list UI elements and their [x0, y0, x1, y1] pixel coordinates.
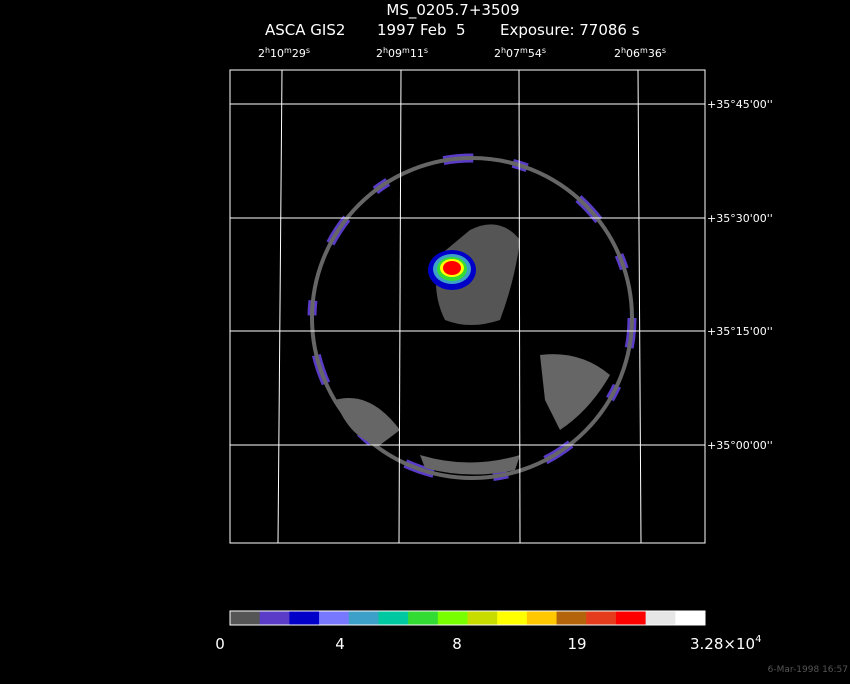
dec-label: +35°45'00'' — [707, 98, 773, 111]
unit: h — [501, 46, 506, 55]
colorbar-label: 8 — [452, 635, 462, 653]
unit: m — [402, 46, 410, 55]
exposure: Exposure: 77086 s — [500, 21, 640, 39]
grid-line — [637, 69, 642, 544]
date: 1997 Feb 5 — [377, 21, 466, 39]
unit: s — [542, 46, 546, 55]
exponent: 4 — [755, 634, 761, 645]
number: 07 — [506, 47, 520, 60]
image — [307, 153, 637, 483]
colorbar-swatch — [556, 611, 587, 625]
colorbar-swatch — [378, 611, 409, 625]
unit: h — [265, 46, 270, 55]
number: 29 — [292, 47, 306, 60]
colorbar-swatch — [586, 611, 617, 625]
colorbar-swatch — [675, 611, 706, 625]
unit: m — [640, 46, 648, 55]
number: 54 — [528, 47, 542, 60]
number: 2 — [494, 47, 501, 60]
number: 2 — [376, 47, 383, 60]
number: 10 — [270, 47, 284, 60]
grid-line — [277, 69, 283, 544]
colorbar-swatch — [497, 611, 528, 625]
grid — [229, 69, 706, 544]
unit: s — [662, 46, 666, 55]
number: 2 — [614, 47, 621, 60]
colorbar-label: 4 — [335, 635, 345, 653]
ra-label: 2h06m36s — [614, 46, 666, 60]
number: 06 — [626, 47, 640, 60]
frame — [229, 69, 706, 544]
colorbar-swatch — [230, 611, 261, 625]
patch — [335, 398, 400, 445]
patch — [540, 354, 610, 430]
footer: 6-Mar-1998 16:57 — [768, 665, 848, 675]
colorbar-swatch — [467, 611, 498, 625]
dec-label: +35°00'00'' — [707, 439, 773, 452]
unit: m — [520, 46, 528, 55]
instrument: ASCA GIS2 — [265, 21, 345, 39]
colorbar-swatch — [259, 611, 290, 625]
ra-label: 2h07m54s — [494, 46, 546, 60]
colorbar-swatch — [408, 611, 439, 625]
number: 36 — [648, 47, 662, 60]
colorbar-frame — [229, 610, 706, 626]
colorbar-swatch — [289, 611, 320, 625]
colorbar-label: 19 — [567, 635, 586, 653]
patch — [436, 224, 520, 325]
colorbar-swatch — [437, 611, 468, 625]
colorbar-swatch — [319, 611, 350, 625]
unit: m — [284, 46, 292, 55]
source — [443, 261, 461, 275]
unit: h — [621, 46, 626, 55]
grid-line — [518, 69, 521, 544]
colorbar-max-label: 3.28×104 — [690, 634, 761, 653]
colorbar-swatch — [615, 611, 647, 625]
dec-label: +35°15'00'' — [707, 325, 773, 338]
unit: s — [306, 46, 310, 55]
number: 2 — [258, 47, 265, 60]
colorbar-swatch — [526, 611, 558, 625]
unit: h — [383, 46, 388, 55]
mantissa: 3.28×10 — [690, 635, 755, 653]
ra-label: 2h09m11s — [376, 46, 428, 60]
grid-line — [398, 69, 402, 544]
colorbar-swatch — [645, 611, 676, 625]
number: 11 — [410, 47, 424, 60]
dec-label: +35°30'00'' — [707, 212, 773, 225]
number: 09 — [388, 47, 402, 60]
unit: s — [424, 46, 428, 55]
ra-label: 2h10m29s — [258, 46, 310, 60]
colorbar-label: 0 — [215, 635, 225, 653]
colorbar-swatch — [348, 611, 379, 625]
title: MS_0205.7+3509 — [386, 1, 519, 20]
patch — [420, 455, 520, 475]
detector-ring — [310, 156, 634, 480]
